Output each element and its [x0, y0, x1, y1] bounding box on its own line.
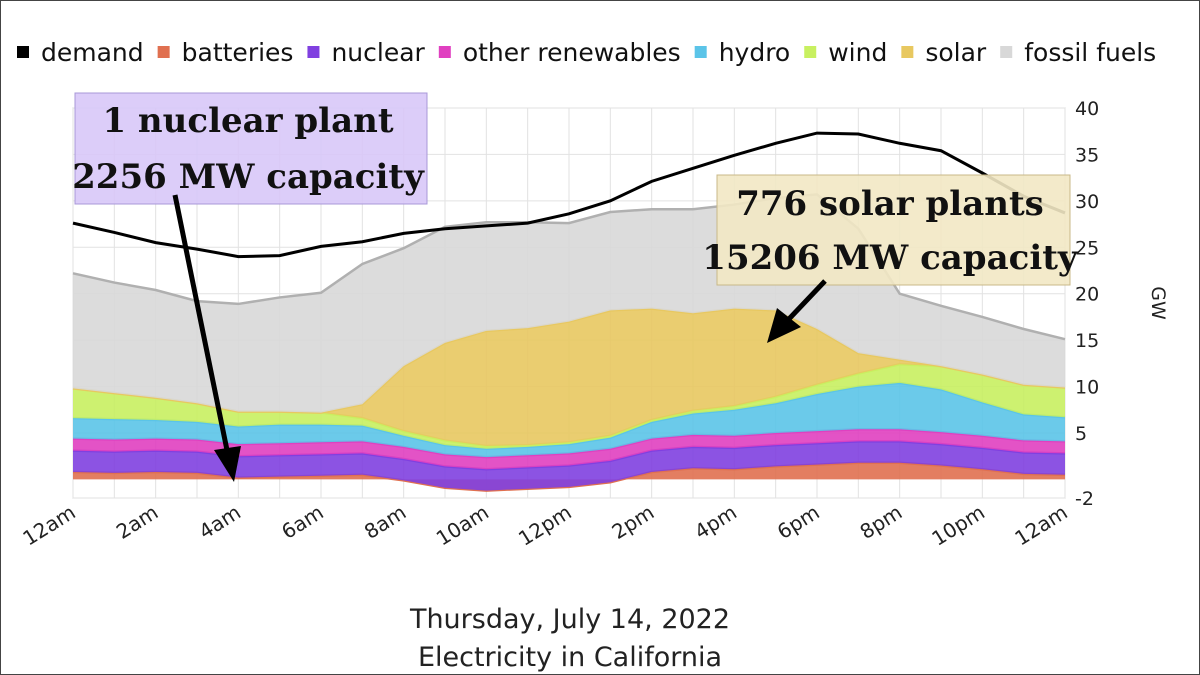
area-solar	[73, 308, 1065, 446]
y-tick-label: 5	[1075, 423, 1087, 445]
legend-swatch-hydro	[694, 46, 707, 58]
legend-label-wind: wind	[828, 38, 887, 67]
x-tick-label: 10pm	[927, 500, 989, 551]
legend-label-batteries: batteries	[182, 38, 294, 67]
x-tick-label: 10am	[432, 500, 493, 551]
x-tick-label: 6am	[277, 500, 327, 544]
nuclear-callout-line1: 1 nuclear plant	[102, 101, 393, 141]
y-tick-label: 10	[1075, 377, 1099, 399]
nuclear-arrowhead	[214, 446, 241, 482]
x-tick-label: 4am	[195, 500, 245, 544]
y-tick-label: 35	[1075, 144, 1099, 166]
nuclear-callout-box	[74, 92, 428, 205]
area-batteries	[73, 462, 1065, 491]
y-axis-label: GW	[1147, 286, 1169, 320]
solar-callout-line2: 15206 MW capacity	[702, 238, 1079, 278]
legend-swatch-fossil-fuels	[1000, 46, 1013, 58]
legend-swatch-batteries	[157, 46, 170, 58]
x-tick-label: 6pm	[773, 500, 824, 544]
solar-callout-box	[716, 174, 1071, 286]
legend-label-hydro: hydro	[719, 38, 791, 67]
x-tick-label: 2am	[112, 500, 162, 544]
area-edge-fossil-fuels	[72, 193, 1066, 341]
y-tick-label: 25	[1075, 237, 1099, 259]
x-tick-label: 2pm	[608, 500, 659, 544]
x-tick-label: 12am	[1010, 500, 1071, 551]
y-tick-label: 15	[1075, 330, 1099, 352]
x-axis: 12am 2am 4am 6am 8am 10am 12pm 2pm 4pm 6pm 8pm 10pm…	[18, 500, 1071, 551]
area-hydro	[73, 382, 1065, 458]
legend-swatch-nuclear	[307, 46, 320, 58]
y-tick-label: 30	[1075, 191, 1099, 213]
area-edge-other-renewables	[72, 428, 1066, 459]
demand-line	[72, 131, 1066, 259]
solar-callout-line1: 776 solar plants	[736, 184, 1044, 224]
legend-label-solar: solar	[925, 38, 987, 67]
legend-label-fossil-fuels: fossil fuels	[1024, 38, 1156, 67]
demand-layer	[72, 131, 1066, 259]
solar-arrow-shaft	[786, 279, 827, 322]
nuclear-callout-line2: 2256 MW capacity	[72, 157, 425, 197]
nuclear-arrow-shaft	[172, 194, 231, 456]
y-tick-label: -2	[1075, 488, 1094, 510]
annotation-layer: 1 nuclear plant 2256 MW capacity 776 solar…	[72, 92, 1079, 482]
legend: demand batteries nuclear other renewables hy…	[17, 38, 1156, 67]
legend-swatch-other-renewables	[438, 46, 451, 58]
legend-swatch-demand	[17, 46, 29, 58]
x-tick-label: 12pm	[514, 500, 576, 551]
y-tick-label: 20	[1075, 284, 1099, 306]
y-tick-label: 40	[1075, 98, 1099, 120]
legend-swatch-wind	[804, 46, 817, 58]
x-tick-label: 4pm	[690, 500, 741, 544]
legend-swatch-solar	[901, 46, 914, 58]
solar-arrowhead	[767, 308, 801, 343]
y-axis: 40 35 30 25 20 15 10 5 -2 GW	[1075, 98, 1169, 510]
x-tick-label: 8pm	[856, 500, 907, 544]
chart-title: Thursday, July 14, 2022	[409, 604, 730, 635]
chart-subtitle: Electricity in California	[418, 642, 722, 673]
x-tick-label: 8am	[360, 500, 410, 544]
area-other-renewables	[73, 429, 1065, 470]
legend-label-other-renewables: other renewables	[463, 38, 681, 67]
x-tick-label: 12am	[18, 500, 79, 551]
legend-label-nuclear: nuclear	[331, 38, 425, 67]
legend-label-demand: demand	[41, 38, 144, 67]
